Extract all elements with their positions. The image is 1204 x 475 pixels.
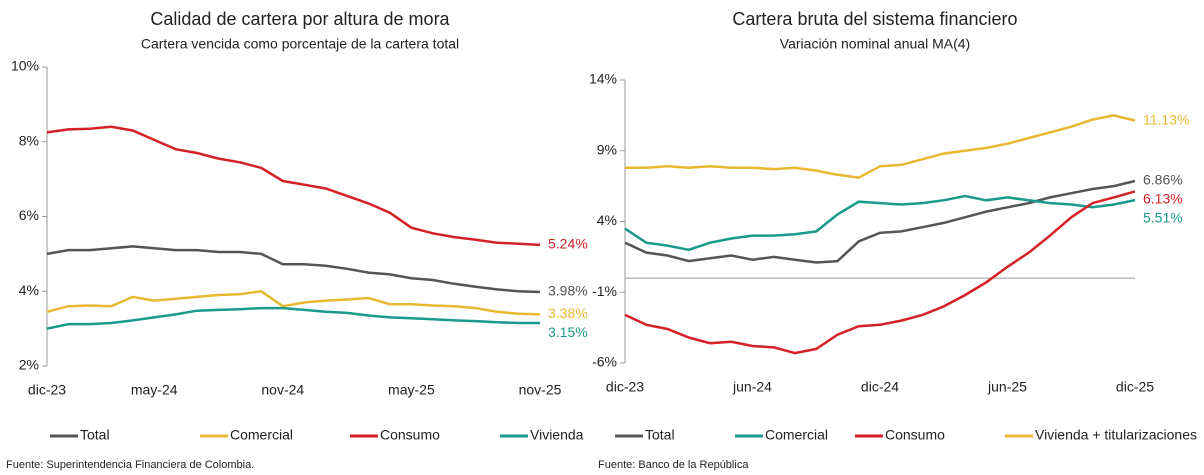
x-tick-label: may-24	[131, 382, 178, 398]
x-tick-label: dic-23	[28, 382, 66, 398]
y-tick-label: 4%	[597, 212, 617, 228]
series-line	[46, 245, 541, 294]
x-tick-label: nov-25	[519, 382, 562, 398]
legend-label: Consumo	[380, 427, 440, 443]
series-line	[624, 179, 1136, 264]
chart-title: Cartera bruta del sistema financiero	[732, 9, 1017, 29]
y-tick-label: 8%	[19, 132, 39, 148]
series-line	[46, 125, 541, 247]
y-tick-label: 9%	[597, 141, 617, 157]
value-label: 11.13%	[1143, 111, 1189, 127]
value-label: 3.98%	[548, 283, 588, 299]
x-tick-label: jun-24	[732, 379, 772, 395]
x-tick-label: dic-23	[606, 379, 644, 395]
value-label: 3.15%	[548, 324, 588, 340]
chart-subtitle: Cartera vencida como porcentaje de la ca…	[141, 36, 459, 52]
legend-label: Consumo	[885, 427, 945, 443]
legend-label: Vivienda + titularizaciones	[1035, 427, 1197, 443]
value-label: 6.86%	[1143, 172, 1183, 188]
y-tick-label: 6%	[19, 207, 39, 223]
y-tick-label: 2%	[19, 357, 39, 373]
value-label: 6.13%	[1143, 191, 1183, 207]
y-tick-label: -6%	[592, 354, 617, 370]
legend-label: Total	[80, 427, 110, 443]
x-tick-label: nov-24	[261, 382, 304, 398]
legend-label: Comercial	[765, 427, 828, 443]
y-tick-label: 10%	[11, 58, 39, 74]
y-tick-label: -1%	[592, 283, 617, 299]
y-tick-label: 4%	[19, 282, 39, 298]
value-label: 5.51%	[1143, 210, 1183, 226]
legend-label: Total	[645, 427, 675, 443]
x-tick-label: jun-25	[987, 379, 1027, 395]
chart-title: Calidad de cartera por altura de mora	[150, 9, 450, 29]
source: Fuente: Banco de la República	[598, 459, 749, 471]
x-tick-label: may-25	[388, 382, 435, 398]
series-line	[46, 306, 540, 330]
source: Fuente: Superintendencia Financiera de C…	[6, 459, 254, 471]
series-line	[625, 114, 1136, 179]
value-label: 3.38%	[548, 305, 588, 321]
series-line	[46, 289, 541, 316]
value-label: 5.24%	[548, 236, 588, 252]
series-line	[624, 194, 1136, 252]
legend-label: Comercial	[230, 427, 293, 443]
x-tick-label: dic-25	[1116, 379, 1154, 395]
series-line	[624, 190, 1136, 355]
y-tick-label: 14%	[589, 71, 617, 87]
legend-label: Vivienda	[530, 427, 584, 443]
x-tick-label: dic-24	[861, 379, 899, 395]
chart-subtitle: Variación nominal anual MA(4)	[780, 36, 970, 52]
